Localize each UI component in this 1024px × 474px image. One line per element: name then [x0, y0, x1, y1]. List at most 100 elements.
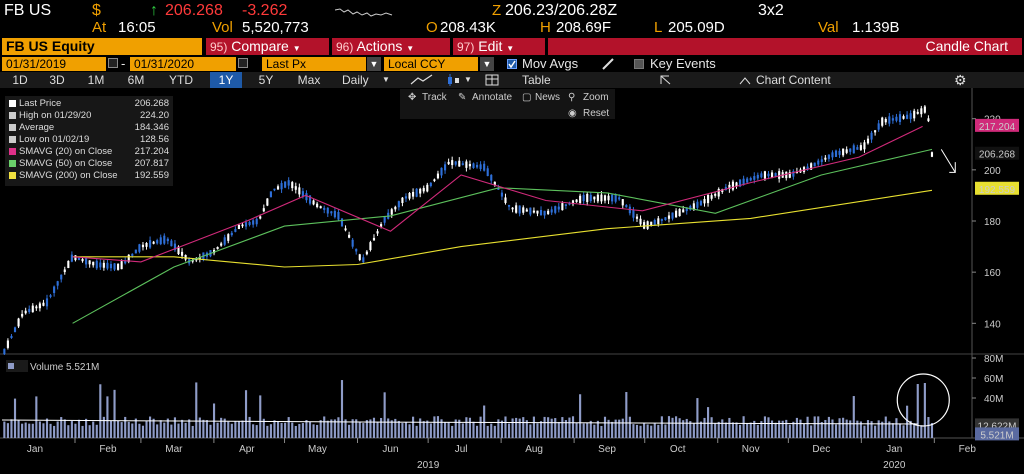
volume-bar: [675, 416, 678, 438]
annotate-tool[interactable]: Annotate: [472, 92, 513, 103]
chevron-down-icon[interactable]: ▼: [382, 75, 390, 84]
volume-bar: [742, 416, 745, 438]
expand-icon[interactable]: [660, 75, 672, 85]
chart-tools: ✥ Track ✎ Annotate ▢ News ⚲ Zoom ◉ Reset: [400, 89, 615, 119]
period-6m[interactable]: 6M: [127, 73, 145, 87]
period-1d[interactable]: 1D: [12, 73, 28, 87]
volume-bar: [365, 420, 368, 438]
track-tool[interactable]: Track: [422, 92, 447, 103]
actions-button[interactable]: 96) Actions ▼: [332, 38, 450, 55]
field-select[interactable]: Last Px: [262, 57, 366, 71]
start-date-field[interactable]: 01/31/2019: [2, 57, 106, 71]
legend-value: 224.20: [139, 110, 169, 121]
currency-select[interactable]: Local CCY: [384, 57, 478, 71]
table-icon[interactable]: [485, 74, 499, 86]
candle-body: [85, 257, 88, 265]
candle-body: [806, 166, 809, 170]
volume-bar: [85, 418, 88, 438]
settings-icon[interactable]: [738, 74, 752, 86]
pencil-icon[interactable]: [601, 58, 615, 70]
volume-bar: [579, 394, 582, 438]
candle-body: [337, 211, 340, 220]
end-date-field[interactable]: 01/31/2020: [130, 57, 236, 71]
legend-row[interactable]: SMAVG (50) on Close 207.817: [5, 158, 173, 169]
key-events-checkbox[interactable]: [634, 59, 644, 69]
news-tool[interactable]: News: [535, 92, 561, 103]
volume-bar: [468, 417, 472, 438]
volume-bar: [689, 421, 692, 438]
legend-row[interactable]: Last Price 206.268: [5, 98, 173, 109]
candle-body: [436, 173, 440, 179]
volume-bar: [888, 421, 891, 438]
volume-bar: [53, 425, 56, 438]
chevron-down-icon[interactable]: ▼: [367, 57, 381, 71]
volume-bar: [607, 419, 610, 438]
chart-content-button[interactable]: Chart Content: [756, 73, 831, 87]
legend-value: 207.817: [134, 158, 169, 169]
volume-bar: [859, 421, 862, 438]
candle-body: [67, 260, 70, 268]
news-icon[interactable]: ▢: [522, 92, 532, 103]
edit-button[interactable]: 97) Edit ▼: [453, 38, 545, 55]
legend-row[interactable]: SMAVG (200) on Close 192.559: [5, 170, 173, 181]
legend-name: Average: [19, 122, 55, 133]
volume-bar: [404, 421, 408, 438]
period-1m[interactable]: 1M: [87, 73, 105, 87]
legend-name: Last Price: [19, 98, 62, 109]
zoom-icon[interactable]: ⚲: [568, 92, 576, 103]
candle-body: [497, 188, 500, 190]
volume-bar: [582, 423, 585, 438]
period-3d[interactable]: 3D: [49, 73, 65, 87]
chart-type-title: Candle Chart: [548, 38, 1022, 55]
line-chart-icon[interactable]: [410, 74, 436, 86]
reset-tool[interactable]: Reset: [583, 108, 610, 119]
period-max[interactable]: Max: [297, 73, 321, 87]
candle-body: [884, 118, 887, 123]
candle-body: [163, 235, 166, 244]
volume-bar: [831, 419, 834, 438]
month-label: Feb: [99, 444, 117, 455]
volume-bar: [849, 420, 852, 438]
gear-icon[interactable]: ⚙: [954, 72, 967, 88]
price-tick-label: 160: [984, 268, 1001, 279]
table-button[interactable]: Table: [522, 73, 551, 87]
legend-row[interactable]: High on 01/29/20 224.20: [5, 110, 173, 121]
price-chart[interactable]: 14016018020022040M60M80MJanFebMarAprMayJ…: [0, 88, 1024, 474]
candle-body: [404, 196, 408, 199]
security-field[interactable]: FB US Equity: [2, 38, 202, 55]
period-1y[interactable]: 1Y: [210, 72, 242, 88]
reset-icon[interactable]: ◉: [568, 108, 577, 119]
candle-body: [898, 114, 902, 122]
compare-button[interactable]: 95) Compare ▼: [206, 38, 329, 55]
calendar-icon[interactable]: [238, 58, 248, 68]
chevron-down-icon[interactable]: ▼: [480, 57, 494, 71]
candle-chart-icon[interactable]: [446, 74, 462, 86]
legend-row[interactable]: Low on 01/02/19 128.56: [5, 134, 173, 145]
candle-body: [532, 210, 535, 213]
candle-body: [874, 130, 877, 133]
volume-bar: [362, 423, 365, 438]
candle-body: [756, 174, 759, 179]
candle-body: [795, 171, 798, 174]
period-5y[interactable]: 5Y: [258, 73, 274, 87]
candle-body: [429, 182, 432, 187]
volume-bar: [248, 416, 251, 438]
volume-bar: [298, 423, 301, 438]
period-ytd[interactable]: YTD: [169, 73, 193, 87]
legend-row[interactable]: Average 184.346: [5, 122, 173, 133]
candle-body: [70, 254, 73, 262]
move-icon[interactable]: ✥: [408, 92, 417, 103]
candle-body: [930, 152, 934, 157]
candle-body: [422, 187, 425, 192]
mov-avgs-checkbox[interactable]: [507, 59, 517, 69]
frequency-select[interactable]: Daily: [342, 73, 369, 87]
zoom-tool[interactable]: Zoom: [583, 92, 609, 103]
legend-row[interactable]: SMAVG (20) on Close 217.204: [5, 146, 173, 157]
legend-value: 217.204: [134, 146, 169, 157]
candle-body: [696, 201, 699, 208]
annotate-icon[interactable]: ✎: [458, 92, 467, 103]
chevron-down-icon[interactable]: ▼: [464, 75, 472, 84]
volume-legend-swatch: [8, 363, 14, 369]
volume-bar: [412, 416, 415, 438]
calendar-icon[interactable]: [108, 58, 118, 68]
